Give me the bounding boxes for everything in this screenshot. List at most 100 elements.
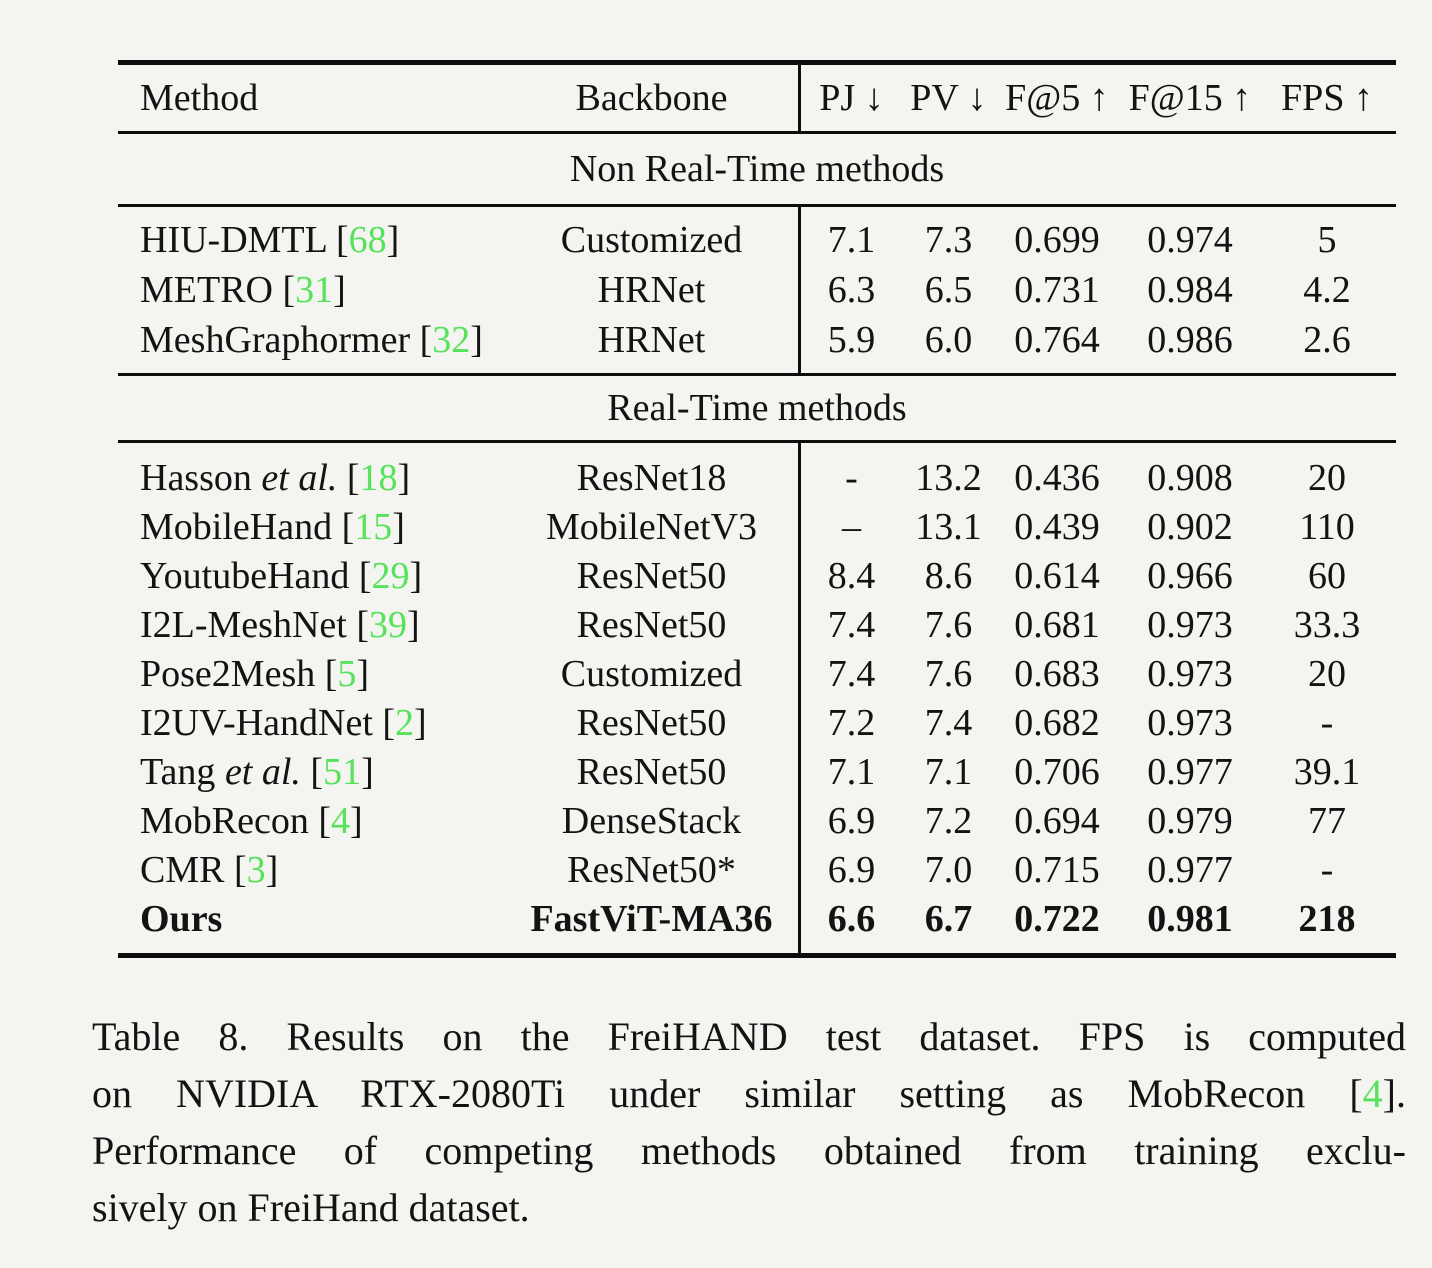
- citation-number: 51: [323, 750, 362, 793]
- pv-cell: 7.3: [924, 219, 973, 261]
- non-realtime-rows: HIU-DMTL [68] Customized 7.1 7.3 0.699 0…: [118, 207, 1396, 373]
- table-row: MobRecon [4] DenseStack 6.9 7.2 0.694 0.…: [118, 796, 1396, 845]
- column-header-method: Method: [140, 77, 259, 119]
- table-row: HIU-DMTL [68] Customized 7.1 7.3 0.699 0…: [118, 215, 1396, 265]
- method-cell: Hasson et al. [18]: [118, 459, 505, 497]
- method-bracket-close: ]: [333, 269, 346, 311]
- results-table: Method Backbone PJ ↓ PV ↓ F@5 ↑ F@15 ↑ F…: [118, 60, 1396, 958]
- method-name: Ours: [140, 897, 223, 940]
- body-column-divider: [798, 207, 801, 373]
- method-bracket-close: ]: [414, 701, 427, 744]
- pv-cell: 6.5: [924, 269, 973, 311]
- fps-cell: -: [1320, 701, 1334, 744]
- f5-cell: 0.694: [1014, 799, 1100, 842]
- f5-cell: 0.699: [1014, 219, 1100, 261]
- backbone-cell: HRNet: [597, 269, 706, 311]
- table-row: MobileHand [15] MobileNetV3 – 13.1 0.439…: [118, 502, 1396, 551]
- f15-cell: 0.984: [1147, 269, 1233, 311]
- f15-cell: 0.973: [1147, 652, 1233, 695]
- backbone-cell: ResNet18: [576, 456, 727, 499]
- method-bracket-close: ]: [397, 456, 411, 499]
- table-header-row: Method Backbone PJ ↓ PV ↓ F@5 ↑ F@15 ↑ F…: [118, 65, 1396, 131]
- pj-cell: 7.2: [827, 701, 876, 744]
- citation-number: 32: [432, 319, 471, 361]
- table-top-rule: [118, 60, 1396, 65]
- backbone-cell: Customized: [560, 652, 743, 695]
- backbone-cell: ResNet50: [576, 554, 727, 597]
- fps-cell: 39.1: [1293, 750, 1361, 793]
- table-row: CMR [3] ResNet50* 6.9 7.0 0.715 0.977 -: [118, 845, 1396, 894]
- method-bracket-close: ]: [409, 554, 423, 597]
- citation-number: 15: [354, 505, 393, 548]
- f5-cell: 0.681: [1014, 603, 1100, 646]
- citation-number: 68: [348, 219, 387, 261]
- method-cell: CMR [3]: [118, 851, 505, 889]
- method-name: CMR [: [140, 848, 247, 891]
- caption-line-1: Table 8. Results on the FreiHAND test da…: [92, 1014, 1406, 1059]
- fps-cell: 4.2: [1303, 269, 1351, 311]
- method-cell: MobRecon [4]: [118, 802, 505, 840]
- method-cell: YoutubeHand [29]: [118, 557, 505, 595]
- f5-cell: 0.764: [1014, 319, 1100, 361]
- fps-cell: -: [1320, 848, 1334, 891]
- f15-cell: 0.973: [1147, 603, 1233, 646]
- table-row: YoutubeHand [29] ResNet50 8.4 8.6 0.614 …: [118, 551, 1396, 600]
- section-label-realtime: Real-Time methods: [607, 387, 907, 429]
- citation-number: 39: [368, 603, 407, 646]
- method-cell: MobileHand [15]: [118, 508, 505, 546]
- backbone-cell: Customized: [560, 219, 743, 261]
- method-etal: et al.: [261, 456, 338, 499]
- backbone-cell: ResNet50: [576, 750, 727, 793]
- pv-cell: 7.6: [924, 652, 973, 695]
- fps-cell: 218: [1298, 897, 1356, 940]
- pj-cell: 7.4: [827, 652, 876, 695]
- section-rule-2: [118, 373, 1396, 376]
- caption-line-2-text: on NVIDIA RTX-2080Ti under similar setti…: [92, 1071, 1363, 1116]
- citation-number: 29: [371, 554, 410, 597]
- method-cell: Ours: [118, 900, 505, 938]
- pj-cell: –: [842, 505, 861, 548]
- realtime-rows: Hasson et al. [18] ResNet18 - 13.2 0.436…: [118, 443, 1396, 953]
- pv-cell: 7.6: [924, 603, 973, 646]
- table-row: Hasson et al. [18] ResNet18 - 13.2 0.436…: [118, 453, 1396, 502]
- f5-cell: 0.439: [1014, 505, 1100, 548]
- method-name: I2UV-HandNet [: [140, 701, 396, 744]
- citation-number: 3: [246, 848, 266, 891]
- pv-cell: 8.6: [924, 554, 973, 597]
- method-bracket-close: ]: [356, 652, 370, 695]
- pj-cell: 6.3: [827, 269, 876, 311]
- section-label-non-realtime: Non Real-Time methods: [569, 148, 945, 190]
- f5-cell: 0.682: [1014, 701, 1100, 744]
- method-name: MobileHand [: [140, 505, 355, 548]
- f5-cell: 0.614: [1014, 554, 1100, 597]
- pv-cell: 7.1: [924, 750, 973, 793]
- f15-cell: 0.974: [1147, 219, 1233, 261]
- table-row: METRO [31] HRNet 6.3 6.5 0.731 0.984 4.2: [118, 265, 1396, 315]
- pv-cell: 7.0: [924, 848, 973, 891]
- table-row: Pose2Mesh [5] Customized 7.4 7.6 0.683 0…: [118, 649, 1396, 698]
- citation-number: 31: [295, 269, 334, 311]
- f15-cell: 0.977: [1147, 750, 1233, 793]
- pj-cell: 6.9: [827, 799, 876, 842]
- f5-cell: 0.715: [1014, 848, 1100, 891]
- method-name: MobRecon [: [140, 799, 332, 842]
- f15-cell: 0.977: [1147, 848, 1233, 891]
- f5-cell: 0.706: [1014, 750, 1100, 793]
- f15-cell: 0.981: [1147, 897, 1233, 940]
- method-name: HIU-DMTL [: [140, 219, 349, 261]
- f5-cell: 0.436: [1014, 456, 1100, 499]
- method-cell: HIU-DMTL [68]: [118, 221, 505, 259]
- method-bracket-close: ]: [406, 603, 420, 646]
- method-bracket-close: ]: [386, 219, 400, 261]
- pj-cell: 7.1: [827, 219, 876, 261]
- citation-number: 18: [359, 456, 398, 499]
- pv-cell: 7.4: [924, 701, 973, 744]
- method-bracket-open: [: [300, 750, 324, 793]
- header-bottom-rule: [118, 131, 1396, 134]
- pv-cell: 13.1: [915, 505, 982, 548]
- caption-line-2: on NVIDIA RTX-2080Ti under similar setti…: [92, 1065, 1406, 1122]
- f15-cell: 0.908: [1147, 456, 1233, 499]
- table-row: Tang et al. [51] ResNet50 7.1 7.1 0.706 …: [118, 747, 1396, 796]
- table-caption: Table 8. Results on the FreiHAND test da…: [92, 1008, 1406, 1236]
